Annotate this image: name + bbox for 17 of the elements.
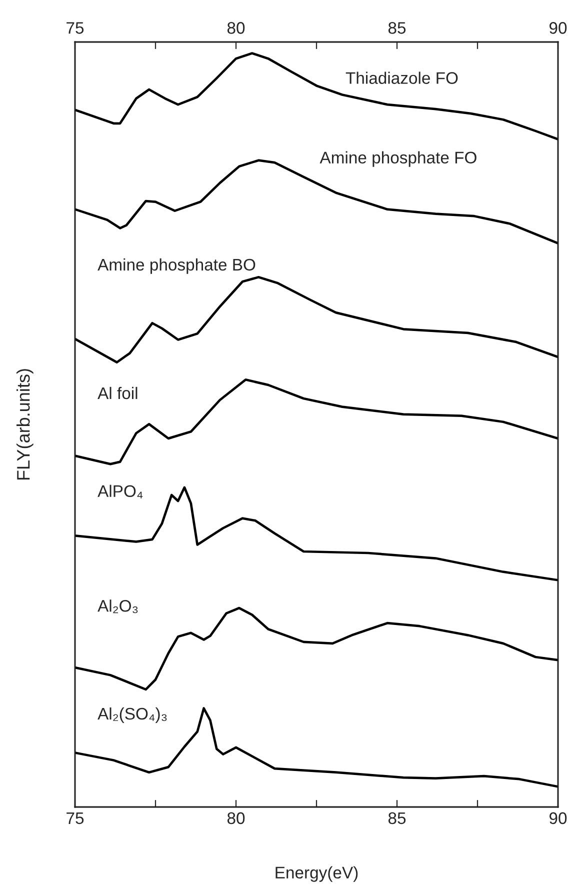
x2-tick-label: 90 <box>550 22 567 34</box>
series-label: Amine phosphate FO <box>320 151 476 167</box>
x-tick-label: 80 <box>227 812 245 824</box>
x-tick-label: 90 <box>550 812 567 824</box>
series-label: Al₂(SO₄)₃ <box>98 707 167 723</box>
x2-tick-label: 85 <box>388 22 406 34</box>
x-tick-label: 75 <box>66 812 84 824</box>
series-label: AlPO₄ <box>98 484 143 498</box>
x-tick-label: 85 <box>388 812 406 824</box>
series-label: Thiadiazole FO <box>346 72 458 84</box>
y-axis-title: FLY(arb.units) <box>16 369 34 480</box>
x2-tick-label: 75 <box>66 22 84 34</box>
series-label: Al foil <box>98 386 138 400</box>
series-label: Amine phosphate BO <box>98 258 256 274</box>
x-axis-title: Energy(eV) <box>276 866 358 882</box>
text: Al₂O₃ <box>98 600 138 614</box>
x2-tick-label: 80 <box>227 22 245 34</box>
